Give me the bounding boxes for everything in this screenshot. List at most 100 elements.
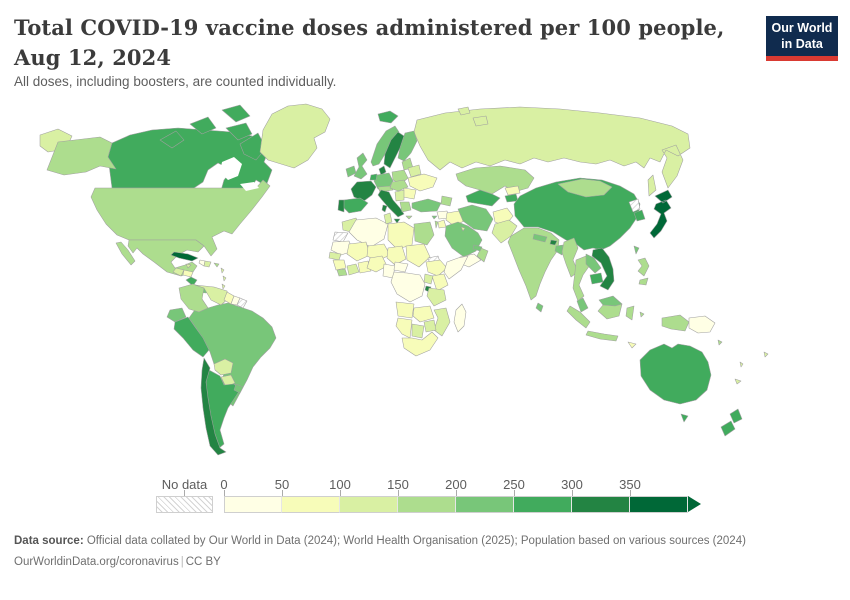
country-angola[interactable] bbox=[395, 301, 415, 319]
country-guinea[interactable] bbox=[332, 259, 347, 271]
country-ethiopia[interactable] bbox=[425, 259, 448, 277]
country-kenya[interactable] bbox=[431, 273, 449, 292]
country-cuba[interactable] bbox=[170, 251, 199, 262]
country-egypt[interactable] bbox=[413, 221, 435, 246]
country-finland[interactable] bbox=[397, 130, 418, 162]
country-chad[interactable] bbox=[386, 245, 407, 266]
country-madagascar[interactable] bbox=[453, 303, 467, 333]
country-namibia[interactable] bbox=[395, 317, 413, 339]
country-usa[interactable] bbox=[90, 179, 271, 257]
country-iceland[interactable] bbox=[377, 110, 399, 124]
country-mexico[interactable] bbox=[115, 239, 205, 277]
country-alaska[interactable] bbox=[46, 136, 117, 176]
country-canada-arctic-islands[interactable] bbox=[159, 104, 267, 161]
country-kazakhstan[interactable] bbox=[455, 165, 535, 195]
country-saudi-arabia[interactable] bbox=[444, 221, 483, 258]
country-uae[interactable] bbox=[472, 244, 483, 252]
country-uganda[interactable] bbox=[423, 273, 434, 285]
country-tunisia[interactable] bbox=[383, 212, 393, 225]
country-bangladesh[interactable] bbox=[554, 244, 564, 256]
country-turkey[interactable] bbox=[411, 198, 442, 213]
country-drc[interactable] bbox=[390, 271, 426, 303]
country-tajikistan[interactable] bbox=[504, 193, 519, 203]
country-guatemala[interactable] bbox=[172, 267, 185, 277]
country-puerto-rico[interactable] bbox=[213, 262, 220, 268]
country-china[interactable] bbox=[513, 177, 641, 251]
country-turkmenistan-uzbekistan[interactable] bbox=[465, 189, 501, 207]
country-venezuela[interactable] bbox=[194, 284, 230, 306]
country-south-korea[interactable] bbox=[633, 209, 646, 222]
country-vanuatu[interactable] bbox=[739, 361, 744, 368]
country-mozambique[interactable] bbox=[433, 307, 451, 337]
country-united-kingdom[interactable] bbox=[353, 152, 368, 180]
country-zimbabwe[interactable] bbox=[423, 319, 437, 333]
country-ecuador[interactable] bbox=[166, 307, 187, 323]
country-papua-new-guinea[interactable] bbox=[688, 315, 716, 334]
owid-url-link[interactable]: OurWorldinData.org/coronavirus bbox=[14, 556, 179, 569]
country-caucasus[interactable] bbox=[440, 195, 453, 207]
country-australia[interactable] bbox=[639, 343, 712, 423]
country-ukraine[interactable] bbox=[407, 173, 438, 192]
country-laos[interactable] bbox=[585, 253, 602, 274]
country-israel[interactable] bbox=[434, 220, 439, 229]
country-greenland[interactable] bbox=[259, 103, 331, 169]
country-bolivia[interactable] bbox=[213, 358, 234, 376]
country-balkans[interactable] bbox=[394, 189, 405, 202]
country-bhutan[interactable] bbox=[549, 239, 558, 246]
country-somalia[interactable] bbox=[443, 255, 469, 280]
country-zambia[interactable] bbox=[412, 305, 435, 323]
country-sudan[interactable] bbox=[405, 243, 431, 268]
country-indonesia[interactable] bbox=[566, 303, 690, 342]
country-lesser-antilles[interactable] bbox=[220, 267, 227, 290]
country-south-africa[interactable] bbox=[401, 331, 439, 357]
country-vietnam[interactable] bbox=[591, 247, 615, 291]
country-jordan[interactable] bbox=[437, 219, 447, 229]
country-philippines[interactable] bbox=[637, 257, 650, 286]
country-sri-lanka[interactable] bbox=[535, 302, 544, 313]
country-fiji[interactable] bbox=[763, 351, 769, 358]
country-denmark[interactable] bbox=[378, 165, 387, 176]
country-solomon-islands[interactable] bbox=[717, 339, 723, 346]
country-benelux[interactable] bbox=[369, 173, 378, 181]
country-mali[interactable] bbox=[346, 241, 371, 262]
country-algeria[interactable] bbox=[348, 217, 389, 248]
owid-logo[interactable]: Our World in Data bbox=[766, 16, 838, 62]
country-niger[interactable] bbox=[366, 243, 391, 262]
country-kyrgyzstan[interactable] bbox=[504, 185, 521, 196]
country-cambodia[interactable] bbox=[589, 272, 604, 285]
license-link[interactable]: CC BY bbox=[185, 556, 221, 569]
country-cyprus[interactable] bbox=[431, 215, 438, 220]
country-uruguay[interactable] bbox=[233, 383, 244, 394]
country-timor-leste[interactable] bbox=[627, 341, 637, 349]
country-japan[interactable] bbox=[649, 189, 673, 239]
country-sierra-leone-liberia[interactable] bbox=[336, 268, 348, 277]
country-india[interactable] bbox=[507, 227, 560, 301]
country-czechia-hungary[interactable] bbox=[389, 179, 409, 192]
country-central-african-republic[interactable] bbox=[393, 261, 409, 273]
country-botswana[interactable] bbox=[411, 323, 425, 339]
country-russia[interactable] bbox=[413, 106, 691, 197]
country-svalbard[interactable] bbox=[457, 106, 471, 116]
country-french-guiana[interactable] bbox=[236, 297, 248, 309]
country-nigeria[interactable] bbox=[366, 255, 388, 273]
country-chile[interactable] bbox=[200, 357, 227, 456]
country-jamaica[interactable] bbox=[185, 263, 192, 269]
country-tanzania[interactable] bbox=[426, 287, 447, 307]
country-oman[interactable] bbox=[476, 247, 489, 263]
country-new-zealand[interactable] bbox=[720, 408, 743, 437]
country-taiwan[interactable] bbox=[633, 245, 640, 255]
country-colombia[interactable] bbox=[178, 283, 209, 313]
country-france[interactable] bbox=[350, 180, 377, 202]
country-cote-divoire[interactable] bbox=[346, 263, 360, 276]
country-romania-bulgaria[interactable] bbox=[402, 187, 417, 200]
country-iran[interactable] bbox=[457, 204, 494, 232]
country-spain[interactable] bbox=[341, 197, 369, 214]
country-western-sahara[interactable] bbox=[332, 231, 349, 243]
country-mongolia[interactable] bbox=[557, 178, 613, 198]
country-peru[interactable] bbox=[173, 316, 210, 358]
country-portugal[interactable] bbox=[337, 199, 345, 213]
country-belarus[interactable] bbox=[407, 164, 422, 178]
country-dominican-republic[interactable] bbox=[203, 260, 212, 268]
country-nepal[interactable] bbox=[532, 233, 548, 243]
country-libya[interactable] bbox=[387, 221, 415, 250]
